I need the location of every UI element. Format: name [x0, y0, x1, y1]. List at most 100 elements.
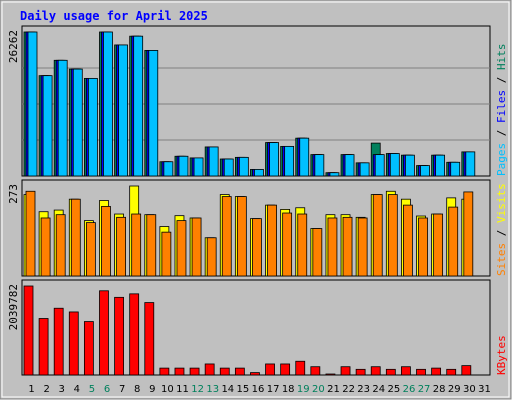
bar-kbytes-day-30 [461, 365, 472, 376]
bar-pages-day-27 [420, 165, 430, 177]
x-tick-label-3: 3 [59, 384, 65, 395]
bar-kbytes-day-7 [114, 296, 124, 376]
bar-pages-day-17 [269, 142, 279, 177]
x-tick-label-24: 24 [372, 384, 385, 395]
x-tick-label-30: 30 [463, 384, 476, 395]
legend-sites: Sites [495, 243, 508, 276]
bar-pages-day-23 [359, 162, 370, 177]
x-tick-label-17: 17 [267, 384, 280, 395]
bar-sites-day-22 [342, 216, 353, 277]
legend-kbytes: KBytes [495, 335, 508, 375]
bar-sites-day-30 [463, 191, 474, 277]
bar-sites-day-10 [161, 231, 172, 277]
bar-sites-day-1 [25, 190, 36, 277]
x-tick-label-15: 15 [237, 384, 250, 395]
bar-sites-day-28 [433, 213, 444, 277]
bar-pages-day-18 [284, 145, 295, 177]
bar-sites-day-3 [55, 214, 66, 277]
bar-pages-day-10 [163, 161, 174, 177]
bar-kbytes-day-14 [219, 367, 230, 376]
bar-pages-day-12 [193, 157, 204, 177]
bar-kbytes-day-20 [310, 366, 321, 376]
x-tick-label-25: 25 [388, 384, 401, 395]
bar-kbytes-day-1 [23, 285, 34, 376]
x-tick-label-29: 29 [448, 384, 461, 395]
bar-sites-day-13 [206, 237, 217, 277]
bar-kbytes-day-21 [325, 373, 336, 376]
bar-sites-day-26 [403, 204, 413, 277]
bar-kbytes-day-19 [295, 360, 306, 376]
bar-kbytes-day-4 [68, 311, 79, 376]
bar-pages-day-20 [314, 154, 325, 177]
bar-pages-day-25 [389, 153, 400, 177]
x-tick-label-5: 5 [89, 384, 95, 395]
x-tick-label-27: 27 [418, 384, 431, 395]
panel-max-label: 26262 [7, 30, 20, 63]
bar-sites-day-9 [146, 214, 157, 277]
x-tick-label-20: 20 [312, 384, 325, 395]
bar-sites-day-8 [131, 213, 142, 277]
x-tick-label-11: 11 [176, 384, 189, 395]
bar-kbytes-day-26 [401, 366, 411, 376]
bar-pages-day-4 [72, 68, 83, 177]
bar-pages-day-28 [435, 154, 446, 177]
x-tick-label-6: 6 [104, 384, 110, 395]
label-separator: / [495, 123, 508, 143]
panel-max-label: 2039782 [7, 284, 20, 330]
bar-pages-day-5 [87, 77, 98, 177]
bar-sites-day-15 [236, 196, 247, 277]
x-tick-label-31: 31 [478, 384, 491, 395]
bar-sites-day-7 [116, 216, 126, 277]
x-tick-label-26: 26 [403, 384, 416, 395]
bar-pages-day-19 [299, 137, 310, 177]
bar-sites-day-4 [70, 198, 81, 277]
bar-kbytes-day-10 [159, 367, 170, 376]
bar-kbytes-day-23 [355, 368, 366, 376]
panel-max-label: 273 [7, 184, 20, 204]
bar-pages-day-30 [465, 151, 476, 177]
bar-kbytes-day-11 [174, 367, 185, 376]
bar-sites-day-12 [191, 217, 202, 277]
bar-kbytes-day-12 [189, 367, 200, 376]
bar-kbytes-day-16 [250, 372, 260, 376]
bar-kbytes-day-3 [53, 307, 64, 376]
bar-kbytes-day-5 [83, 321, 94, 376]
bar-kbytes-day-18 [280, 363, 291, 376]
bar-pages-day-26 [405, 154, 415, 177]
chart-title: Daily usage for April 2025 [20, 9, 208, 23]
panel-right-label: Pages / Files / Hits [495, 44, 508, 177]
panels-group: 26262 Pages / Files / Hits 273 Sites / Visi… [7, 25, 508, 376]
bar-kbytes-day-25 [385, 368, 396, 376]
bar-kbytes-day-22 [340, 366, 351, 376]
label-separator: / [495, 223, 508, 243]
bar-sites-day-29 [448, 206, 459, 277]
bar-kbytes-day-13 [204, 363, 215, 376]
bar-pages-day-24 [374, 154, 385, 177]
bar-kbytes-day-17 [265, 363, 275, 376]
bar-kbytes-day-2 [38, 318, 49, 376]
bar-pages-day-21 [329, 172, 340, 177]
x-axis-labels: 1 2 3 4 5 6 7 8 9 10 11 12 13 14 15 16 17 18 19 20 21 22 23 24 2… [28, 384, 490, 395]
bar-kbytes-day-15 [234, 367, 245, 376]
bar-pages-day-2 [42, 75, 53, 177]
x-tick-label-9: 9 [149, 384, 155, 395]
x-tick-label-28: 28 [433, 384, 446, 395]
x-tick-label-21: 21 [327, 384, 340, 395]
x-tick-label-10: 10 [161, 384, 174, 395]
label-separator: / [495, 70, 508, 90]
bar-pages-day-14 [223, 158, 234, 177]
legend-files: Files [495, 90, 508, 123]
x-tick-label-7: 7 [119, 384, 125, 395]
bar-pages-day-7 [118, 44, 128, 177]
panel-right-label: KBytes [495, 335, 508, 375]
bar-sites-day-23 [357, 217, 368, 277]
bar-pages-day-9 [148, 50, 159, 177]
bar-pages-day-3 [57, 59, 68, 177]
legend-visits: Visits [495, 183, 508, 223]
x-tick-label-23: 23 [357, 384, 370, 395]
bar-pages-day-1 [27, 31, 38, 177]
bar-pages-day-15 [238, 156, 249, 177]
panel-right-label: Sites / Visits [495, 183, 508, 276]
bar-pages-day-8 [133, 35, 144, 177]
